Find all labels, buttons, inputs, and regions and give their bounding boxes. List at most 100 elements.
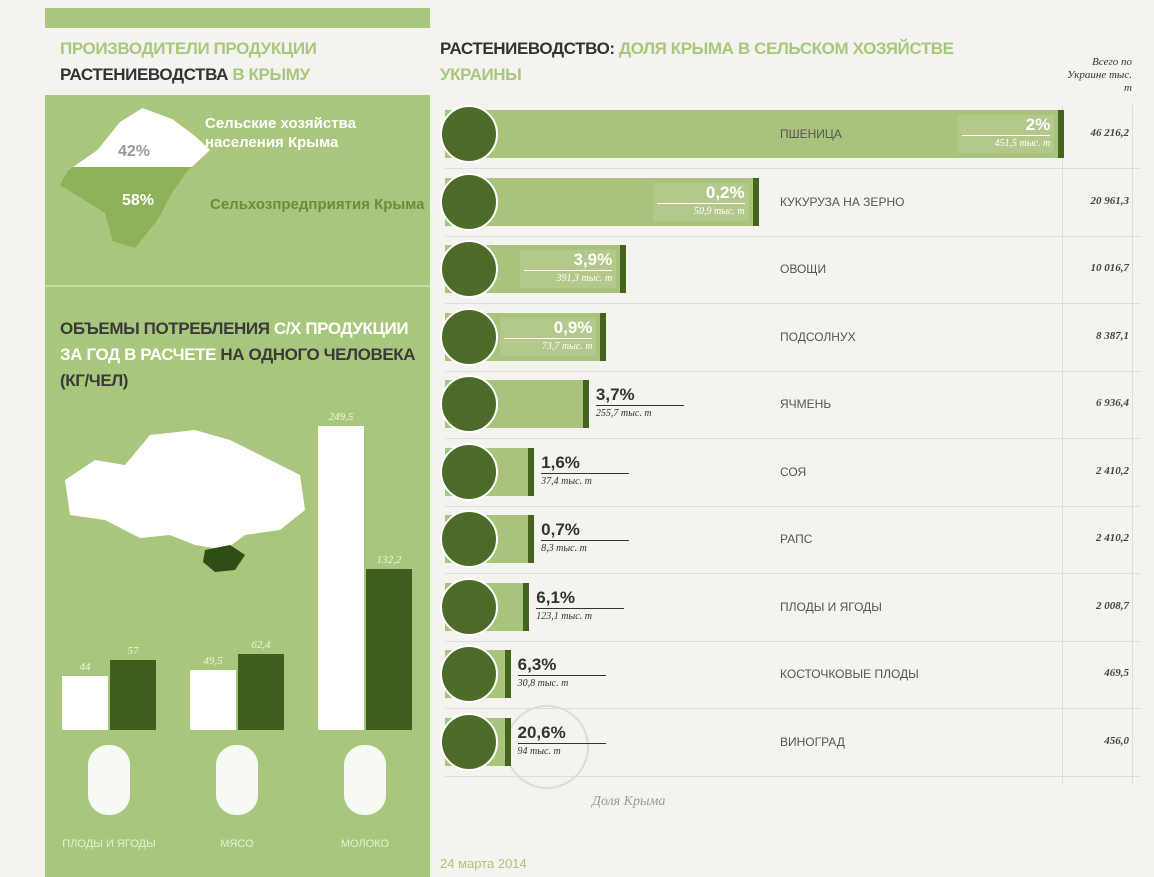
share-box: 3,9% 391,3 тыс. т (520, 250, 617, 288)
row-line (445, 303, 1140, 304)
volume-label: 451,5 тыс. т (994, 138, 1051, 149)
crop-icon (440, 375, 498, 433)
value-label: 249,5 (328, 410, 354, 423)
volume-label: 8,3 тыс. т (541, 543, 587, 554)
volume-label: 94 тыс. т (517, 745, 561, 757)
title-part: С/Х ПРОДУКЦИИ ЗА ГОД В РАСЧЕТЕ (60, 319, 409, 364)
title-part: НА ОДНОГО ЧЕЛОВЕКА (КГ/ЧЕЛ) (60, 345, 416, 390)
bar-end (504, 717, 511, 766)
bar-end (523, 582, 530, 631)
total-label: 8 387,1 (1096, 329, 1129, 342)
left-title: ПРОИЗВОДИТЕЛИ ПРОДУКЦИИ РАСТЕНИЕВОДСТВА … (60, 36, 420, 88)
share-box: 0,2% 50,9 тыс. т (652, 182, 749, 221)
crimea-shape (203, 545, 245, 572)
category-label: РАПС (780, 532, 813, 546)
title-part: ДОЛЯ КРЫМА В СЕЛЬСКОМ ХОЗЯЙСТВЕ УКРАИНЫ (440, 39, 954, 84)
share-label: 6,1% (536, 588, 625, 609)
category-label: ПЛОДЫ И ЯГОДЫ (780, 599, 882, 614)
annotation: Доля Крыма (592, 794, 666, 809)
category-label: КОСТОЧКОВЫЕ ПЛОДЫ (780, 667, 919, 681)
crop-icon (440, 510, 498, 568)
row-line (445, 168, 1140, 169)
total-label: 2 410,2 (1096, 532, 1129, 544)
bar-end (620, 245, 627, 293)
total-label: 20 961,3 (1090, 194, 1130, 207)
total-label: 10 016,7 (1090, 262, 1130, 274)
value-label: 132,2 (376, 553, 402, 566)
total-label: 456,0 (1104, 734, 1129, 747)
share-label: 0,9% (504, 318, 593, 339)
bar-end (528, 515, 535, 563)
title-part: РАСТЕНИЕВОДСТВА (60, 65, 229, 84)
total-label: 46 216,2 (1090, 127, 1130, 139)
value-label: 49,5 (203, 654, 223, 667)
crop-icon (440, 307, 498, 366)
segment-category: Сельхозпредприятия Крыма (210, 196, 425, 213)
segment-category: Сельские хозяйства населения Крыма (205, 115, 356, 151)
category-label: ОВОЩИ (780, 262, 827, 276)
row-line (445, 708, 1140, 709)
category-label: КУКУРУЗА НА ЗЕРНО (780, 194, 905, 209)
top-strip (45, 8, 430, 28)
date: 24 марта 2014 (440, 856, 527, 871)
ukraine-map (65, 430, 305, 572)
column-line (1062, 105, 1063, 785)
share-label: 0,2% (656, 183, 745, 204)
bar (366, 568, 412, 730)
bar-end (582, 380, 589, 428)
bar-end (752, 177, 759, 226)
crop-icon (440, 172, 498, 231)
column-line (1132, 105, 1133, 785)
row-line (445, 505, 1140, 507)
share-box: 6,1% 123,1 тыс. т (532, 588, 628, 626)
crop-icon (440, 577, 498, 636)
share-label: 0,7% (541, 520, 630, 541)
total-label: 469,5 (1104, 667, 1129, 679)
row-line (445, 370, 1140, 372)
share-box: 0,7% 8,3 тыс. т (537, 520, 633, 558)
category-label: МЯСО (220, 838, 254, 850)
bar (110, 660, 156, 730)
share-label: 6,3% (517, 655, 606, 676)
share-label: 20,6% (517, 723, 606, 744)
bar-end (600, 312, 607, 361)
row-line (445, 573, 1140, 574)
crop-icon (440, 645, 498, 703)
share-label: 1,6% (541, 453, 630, 474)
share-label: 2% (962, 115, 1051, 136)
bar (190, 669, 236, 730)
share-box: 2% 451,5 тыс. т (958, 115, 1055, 153)
consumption-title: ОБЪЕМЫ ПОТРЕБЛЕНИЯ С/Х ПРОДУКЦИИ ЗА ГОД … (60, 316, 420, 394)
volume-label: 73,7 тыс. т (541, 340, 593, 352)
divider (45, 285, 430, 287)
share-label: 3,9% (524, 250, 613, 271)
bar (318, 425, 364, 730)
total-label: 2 008,7 (1096, 599, 1129, 612)
category-label: ЯЧМЕНЬ (780, 397, 832, 411)
category-label: ВИНОГРАД (780, 734, 845, 749)
category-label: СОЯ (780, 464, 807, 479)
share-box: 3,7% 255,7 тыс. т (592, 385, 688, 423)
bar (238, 653, 284, 730)
row-line (445, 235, 1140, 237)
crop-icon (440, 240, 498, 298)
crop-icon (440, 712, 498, 771)
volume-label: 255,7 тыс. т (595, 408, 652, 419)
category-icon (88, 745, 130, 815)
value-label: 44 (79, 661, 91, 674)
value-label: 57 (127, 645, 139, 658)
category-label: ПОДСОЛНУХ (780, 329, 856, 344)
total-label: 6 936,4 (1096, 397, 1129, 409)
volume-label: 50,9 тыс. т (693, 205, 745, 217)
ukraine-shape (65, 430, 305, 550)
volume-label: 37,4 тыс. т (541, 475, 592, 487)
volume-label: 123,1 тыс. т (536, 610, 592, 622)
total-header: Всего по Украине тыс. т (1067, 56, 1132, 94)
share-box: 0,9% 73,7 тыс. т (500, 317, 597, 356)
segment-label: 58% (122, 192, 155, 209)
share-box: 6,3% 30,8 тыс. т (514, 655, 610, 693)
category-label: ПЛОДЫ И ЯГОДЫ (62, 838, 156, 850)
row-line (445, 640, 1140, 642)
bar-end (1058, 110, 1065, 158)
